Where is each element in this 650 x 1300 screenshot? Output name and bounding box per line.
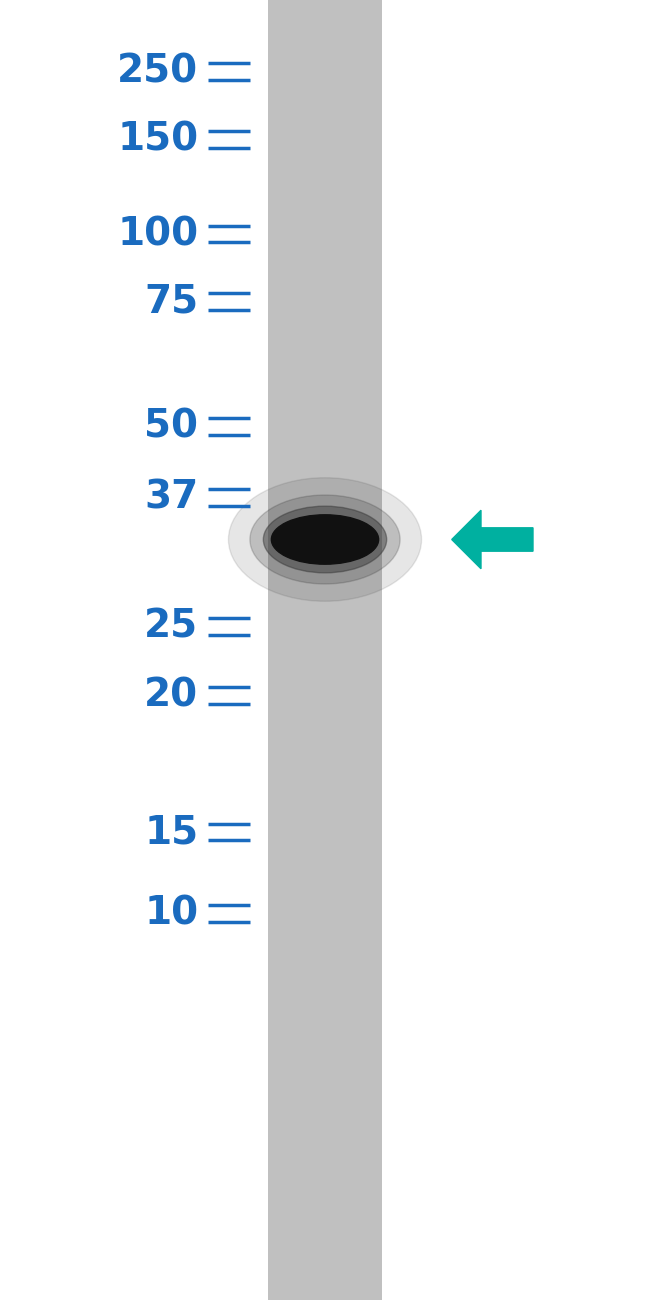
Text: 25: 25 xyxy=(144,607,198,646)
Text: 150: 150 xyxy=(117,120,198,159)
Text: 50: 50 xyxy=(144,407,198,446)
Text: 100: 100 xyxy=(117,214,198,254)
Text: 15: 15 xyxy=(144,812,198,852)
Text: 75: 75 xyxy=(144,282,198,321)
Text: 10: 10 xyxy=(144,894,198,933)
Ellipse shape xyxy=(228,478,422,601)
Text: 20: 20 xyxy=(144,676,198,715)
Ellipse shape xyxy=(263,506,387,573)
Text: 37: 37 xyxy=(144,478,198,517)
Text: 250: 250 xyxy=(117,52,198,91)
FancyArrow shape xyxy=(452,511,533,569)
Bar xyxy=(268,0,382,1300)
Ellipse shape xyxy=(272,515,378,564)
Ellipse shape xyxy=(250,495,400,584)
